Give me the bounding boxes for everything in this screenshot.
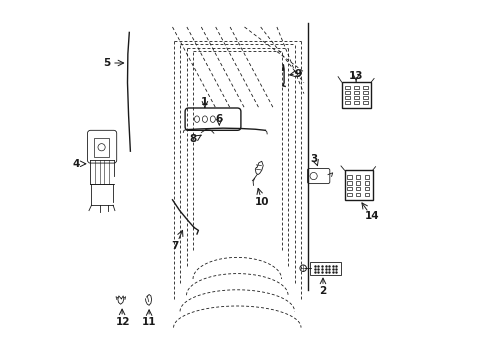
Bar <box>347 175 351 179</box>
Text: 10: 10 <box>254 197 268 207</box>
Bar <box>355 193 360 196</box>
Text: 13: 13 <box>348 71 363 81</box>
Bar <box>94 138 109 157</box>
Text: 6: 6 <box>215 114 223 124</box>
Bar <box>355 175 360 179</box>
Bar <box>364 187 368 190</box>
Text: 14: 14 <box>364 211 379 221</box>
Bar <box>354 91 358 94</box>
Bar <box>354 96 358 99</box>
Text: 4: 4 <box>72 159 80 169</box>
Bar <box>345 101 349 104</box>
Bar <box>364 193 368 196</box>
Bar <box>363 96 367 99</box>
Bar <box>364 181 368 185</box>
Bar <box>347 187 351 190</box>
Text: 12: 12 <box>115 317 130 327</box>
Bar <box>345 86 349 89</box>
Text: 11: 11 <box>142 317 156 327</box>
Bar <box>363 101 367 104</box>
Text: 5: 5 <box>103 58 110 68</box>
Bar <box>354 86 358 89</box>
Text: 2: 2 <box>319 285 326 296</box>
Bar <box>347 193 351 196</box>
Bar <box>363 91 367 94</box>
Bar <box>345 91 349 94</box>
Bar <box>363 86 367 89</box>
Text: 3: 3 <box>310 154 317 165</box>
Bar <box>345 96 349 99</box>
Bar <box>341 82 370 108</box>
Text: 8: 8 <box>189 134 197 144</box>
Bar <box>344 170 372 200</box>
Bar <box>355 181 360 185</box>
Bar <box>354 101 358 104</box>
Text: 9: 9 <box>294 69 302 79</box>
Text: 7: 7 <box>171 240 178 251</box>
Bar <box>355 187 360 190</box>
Bar <box>364 175 368 179</box>
Bar <box>347 181 351 185</box>
Text: 1: 1 <box>201 96 208 107</box>
